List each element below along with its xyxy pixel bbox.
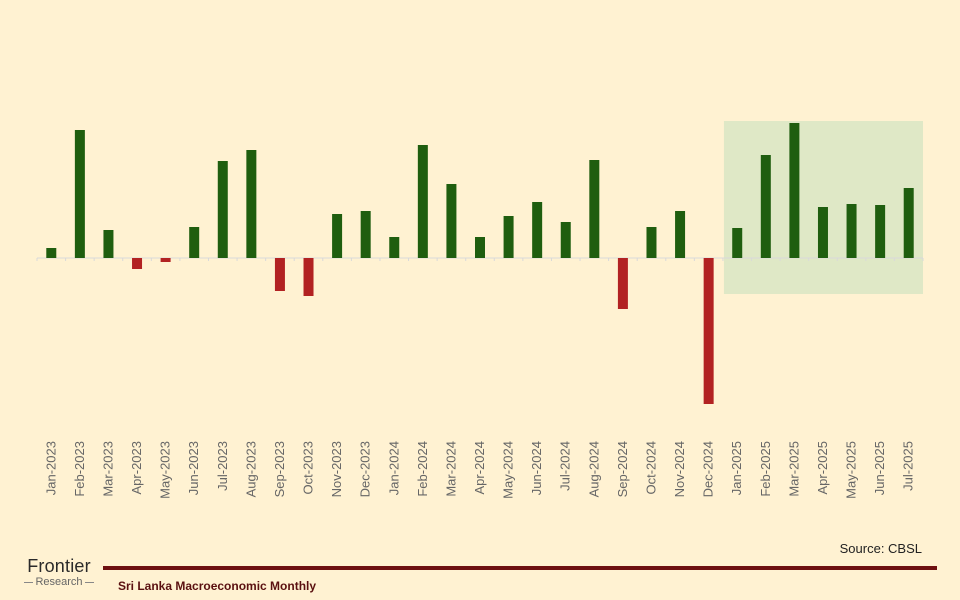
x-tick-label: Jul-2025 <box>901 441 916 491</box>
bar-jan-2025 <box>732 228 743 258</box>
frontier-research-logo: Frontier Research <box>22 556 96 588</box>
bar-feb-2025 <box>760 155 771 258</box>
x-tick-label: Jun-2023 <box>186 441 201 495</box>
x-tick-label: Apr-2023 <box>129 441 144 494</box>
x-tick-labels: Jan-2023 Feb-2023 Mar-2023 Apr-2023 May-2023… <box>43 441 915 499</box>
x-tick-label: Dec-2024 <box>701 441 716 497</box>
x-tick-label: Sep-2024 <box>615 441 630 497</box>
x-tick-label: Oct-2023 <box>301 441 316 494</box>
bar-may-2024 <box>503 216 514 258</box>
x-tick-label: Feb-2025 <box>758 441 773 497</box>
x-tick-label: Jan-2023 <box>43 441 58 495</box>
bar-jun-2024 <box>532 202 543 258</box>
x-tick-label: Nov-2023 <box>329 441 344 497</box>
footer-divider <box>103 566 937 570</box>
bar-jul-2023 <box>217 161 228 258</box>
bar-jul-2024 <box>560 222 571 258</box>
bar-nov-2023 <box>332 214 343 258</box>
bar-oct-2023 <box>303 258 314 296</box>
bar-mar-2023 <box>103 230 114 258</box>
bar-sep-2023 <box>274 258 285 291</box>
bar-aug-2024 <box>589 160 600 258</box>
logo-sub-text: Research <box>35 576 83 588</box>
logo-sub-row: Research <box>22 576 96 588</box>
bar-aug-2023 <box>246 150 257 258</box>
x-tick-label: Oct-2024 <box>643 441 658 494</box>
x-tick-label: Sep-2023 <box>272 441 287 497</box>
bar-oct-2024 <box>646 227 657 258</box>
x-tick-label: Feb-2023 <box>72 441 87 497</box>
bar-dec-2023 <box>360 211 371 258</box>
x-tick-label: Aug-2024 <box>586 441 601 497</box>
x-tick-label: Apr-2024 <box>472 441 487 494</box>
bar-mar-2024 <box>446 184 457 258</box>
bars <box>46 123 914 404</box>
source-note: Source: CBSL <box>839 541 922 556</box>
logo-rule-right <box>84 581 95 583</box>
bar-may-2025 <box>846 204 857 258</box>
x-tick-label: Jul-2023 <box>215 441 230 491</box>
x-tick-label: Aug-2023 <box>243 441 258 497</box>
footer-title: Sri Lanka Macroeconomic Monthly <box>118 579 317 593</box>
bar-jun-2025 <box>875 205 886 258</box>
bar-apr-2024 <box>475 237 485 258</box>
x-tick-label: Jan-2025 <box>729 441 744 495</box>
bar-jun-2023 <box>189 227 200 258</box>
bar-feb-2024 <box>417 145 428 258</box>
bar-feb-2023 <box>74 130 85 258</box>
logo-main-text: Frontier <box>27 556 91 576</box>
x-tick-label: Nov-2024 <box>672 441 687 497</box>
bar-jan-2023 <box>46 248 57 258</box>
x-tick-label: Jun-2024 <box>529 441 544 495</box>
x-tick-label: May-2024 <box>501 441 516 499</box>
x-tick-label: Apr-2025 <box>815 441 830 494</box>
bar-sep-2024 <box>617 258 628 309</box>
x-tick-label: Dec-2023 <box>358 441 373 497</box>
x-tick-label: May-2025 <box>844 441 859 499</box>
bar-chart: Jan-2023 Feb-2023 Mar-2023 Apr-2023 May-2023… <box>36 121 924 499</box>
logo-rule-left <box>24 581 34 583</box>
x-tick-label: Jun-2025 <box>872 441 887 495</box>
x-tick-label: Mar-2025 <box>786 441 801 497</box>
bar-apr-2023 <box>132 258 143 269</box>
x-tick-label: Jan-2024 <box>386 441 401 495</box>
bar-may-2023 <box>160 258 171 262</box>
x-tick-label: Mar-2023 <box>100 441 115 497</box>
x-tick-label: Jul-2024 <box>558 441 573 491</box>
x-tick-label: Feb-2024 <box>415 441 430 497</box>
bar-nov-2024 <box>675 211 686 258</box>
bar-mar-2025 <box>789 123 800 258</box>
bar-jul-2025 <box>903 188 914 258</box>
bar-jan-2024 <box>389 237 400 258</box>
bar-dec-2024 <box>703 258 714 404</box>
bar-apr-2025 <box>817 207 828 258</box>
x-tick-label: May-2023 <box>158 441 173 499</box>
x-tick-label: Mar-2024 <box>443 441 458 497</box>
